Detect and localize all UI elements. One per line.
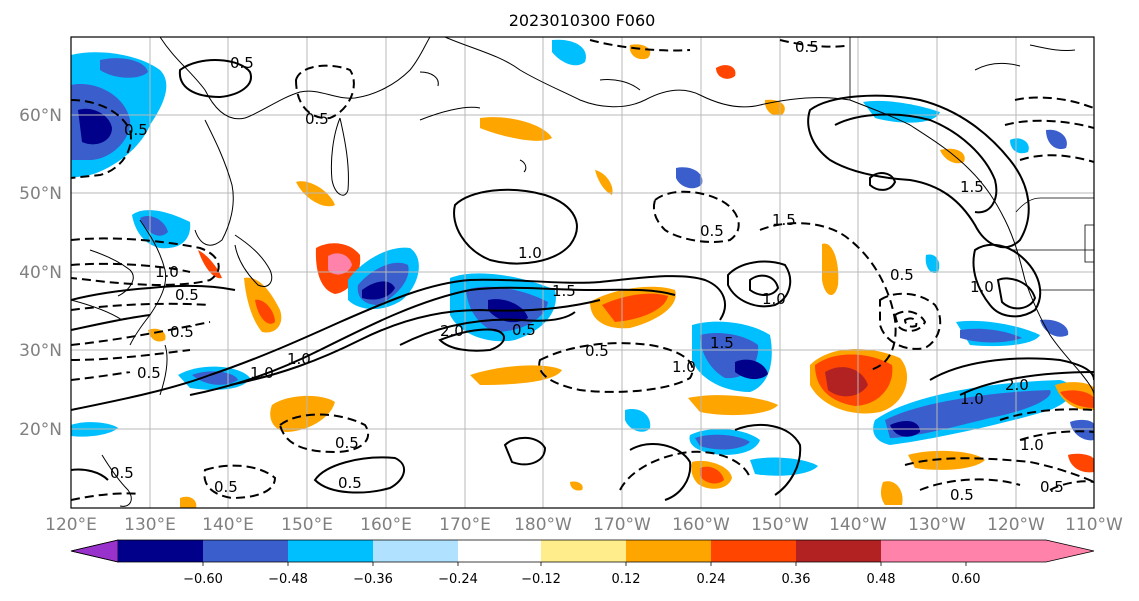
longitude-labels: 120°E 130°E 140°E 150°E 160°E 170°E 180°… (45, 515, 1123, 535)
lat-label: 50°N (19, 184, 62, 204)
coastlines (71, 37, 1094, 507)
lon-label: 170°E (439, 515, 491, 535)
lon-label: 110°W (1065, 515, 1123, 535)
map-area: 0.5 0.5 0.5 1.0 0.5 0.5 0.5 1.0 1.0 1.0 … (71, 37, 1094, 508)
lon-label: 120°E (45, 515, 97, 535)
lon-label: 170°W (593, 515, 651, 535)
colorbar-swatch (796, 540, 881, 562)
lon-label: 150°W (751, 515, 809, 535)
contour-label: 1.0 (155, 263, 179, 281)
colorbar-tick-label: −0.12 (521, 572, 561, 587)
contour-label: 0.5 (890, 266, 914, 284)
contour-labels: 0.5 0.5 0.5 1.0 0.5 0.5 0.5 1.0 1.0 1.0 … (110, 38, 1064, 504)
contour-label: 2.0 (1005, 376, 1029, 394)
lon-label: 150°E (281, 515, 333, 535)
colorbar-swatch (541, 540, 626, 562)
colorbar-outline (70, 539, 1095, 563)
contour-label: 1.0 (970, 278, 994, 296)
colorbar-tick-label: 0.24 (697, 572, 726, 587)
colorbar-swatch (373, 540, 458, 562)
colorbar-tick-label: 0.48 (867, 572, 896, 587)
contour-label: 1.0 (1020, 436, 1044, 454)
contour-label: 0.5 (1040, 478, 1064, 496)
contour-label: 0.5 (700, 222, 724, 240)
contour-label: 0.5 (124, 121, 148, 139)
colorbar-swatch (288, 540, 373, 562)
graticule (71, 37, 1094, 508)
contour-label: 0.5 (137, 364, 161, 382)
lat-label: 20°N (19, 420, 62, 440)
contour-label: 1.0 (762, 290, 786, 308)
colorbar-tick-label: −0.48 (268, 572, 308, 587)
lat-label: 40°N (19, 263, 62, 283)
colorbar-tick-label: −0.24 (438, 572, 478, 587)
contour-label: 0.5 (335, 434, 359, 452)
contour-label: 2.0 (440, 322, 464, 340)
lon-label: 130°E (124, 515, 176, 535)
contour-label: 1.5 (552, 282, 576, 300)
contour-label: 1.0 (250, 364, 274, 382)
contour-label: 0.5 (950, 486, 974, 504)
contour-label: 0.5 (512, 321, 536, 339)
contour-label: 0.5 (214, 478, 238, 496)
map-title: 2023010300 F060 (509, 11, 656, 30)
colorbar-swatch (881, 540, 966, 562)
contour-label: 0.5 (175, 286, 199, 304)
colorbar-swatch (458, 540, 541, 562)
colorbar-tick-label: 0.36 (782, 572, 811, 587)
lon-label: 140°E (202, 515, 254, 535)
contour-label: 0.5 (305, 110, 329, 128)
solid-contours (71, 59, 1094, 501)
colorbar: −0.60 −0.48 −0.36 −0.24 −0.12 0.12 0.24 … (70, 539, 1095, 587)
lon-label: 130°W (908, 515, 966, 535)
colorbar-extend-max-tip (966, 540, 1094, 562)
colorbar-tick-label: 0.60 (952, 572, 981, 587)
contour-label: 0.5 (110, 464, 134, 482)
contour-label: 0.5 (170, 323, 194, 341)
contour-label: 0.5 (338, 474, 362, 492)
lat-label: 30°N (19, 341, 62, 361)
colorbar-tick-label: 0.12 (612, 572, 641, 587)
contour-label: 1.5 (960, 178, 984, 196)
colorbar-swatch (203, 540, 288, 562)
lon-label: 160°E (360, 515, 412, 535)
colorbar-tick-label: −0.60 (183, 572, 223, 587)
dashed-contours (71, 39, 1094, 501)
contour-label: 0.5 (795, 38, 819, 56)
colorbar-swatch (118, 540, 203, 562)
contour-label: 1.5 (772, 211, 796, 229)
contour-label: 1.0 (518, 244, 542, 262)
lon-label: 160°W (672, 515, 730, 535)
contour-label: 0.5 (230, 54, 254, 72)
contour-label: 1.5 (710, 334, 734, 352)
contour-label: 0.5 (585, 342, 609, 360)
colorbar-swatch (711, 540, 796, 562)
colorbar-swatch (626, 540, 711, 562)
latitude-labels: 60°N 50°N 40°N 30°N 20°N (19, 106, 62, 440)
map-frame (70, 36, 1095, 509)
lon-label: 180°W (514, 515, 572, 535)
lon-label: 140°W (829, 515, 887, 535)
colorbar-extend-min (70, 539, 119, 563)
colorbar-tick-label: −0.36 (353, 572, 393, 587)
contour-label: 1.0 (672, 358, 696, 376)
lat-label: 60°N (19, 106, 62, 126)
lon-label: 120°W (987, 515, 1045, 535)
contour-label: 1.0 (287, 350, 311, 368)
contour-label: 1.0 (960, 390, 984, 408)
